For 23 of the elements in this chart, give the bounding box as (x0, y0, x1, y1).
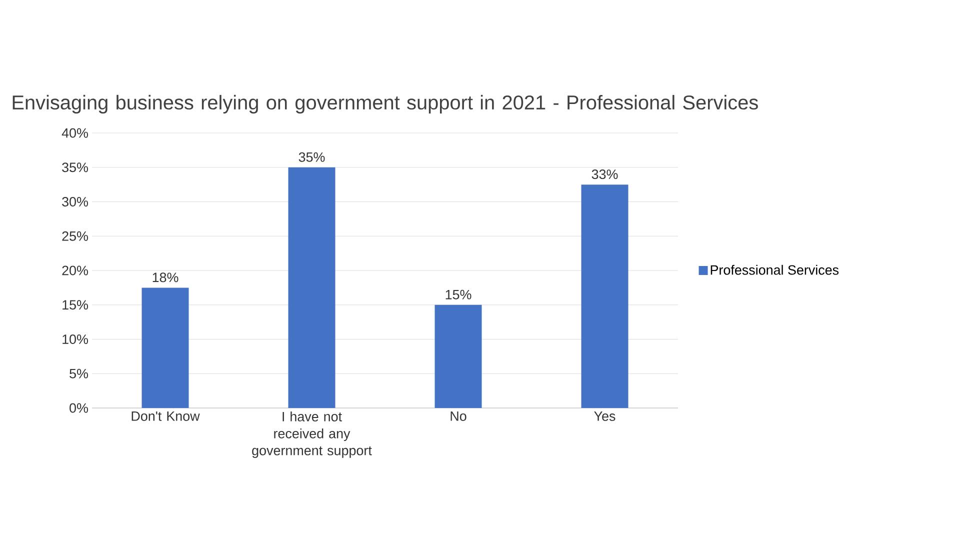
data-label: 15% (446, 290, 472, 300)
x-tick-label: No (450, 412, 466, 421)
bar (288, 167, 336, 408)
y-tick-label: 5% (70, 368, 88, 378)
data-label: 35% (298, 152, 325, 162)
data-label: 33% (592, 170, 618, 180)
bar (434, 304, 482, 408)
bar (581, 184, 628, 408)
x-tick-label: Yes (594, 412, 616, 421)
y-tick-label: 25% (62, 231, 88, 241)
bar (142, 288, 189, 408)
legend-label: Professional Services (710, 264, 839, 275)
x-tick-label: Don't Know (132, 412, 200, 421)
data-label: 18% (152, 272, 178, 282)
x-tick-label: I have not received any government support (252, 412, 372, 458)
y-tick-label: 40% (62, 128, 88, 138)
y-tick-label: 10% (62, 334, 88, 344)
y-tick-label: 0% (70, 403, 88, 413)
y-tick-label: 35% (62, 162, 88, 172)
y-tick-label: 20% (62, 266, 88, 276)
y-tick-label: 30% (62, 196, 88, 207)
chart-title: Envisaging business relying on government support in 2021 - Professional Services (12, 94, 758, 114)
y-tick-label: 15% (62, 300, 88, 310)
